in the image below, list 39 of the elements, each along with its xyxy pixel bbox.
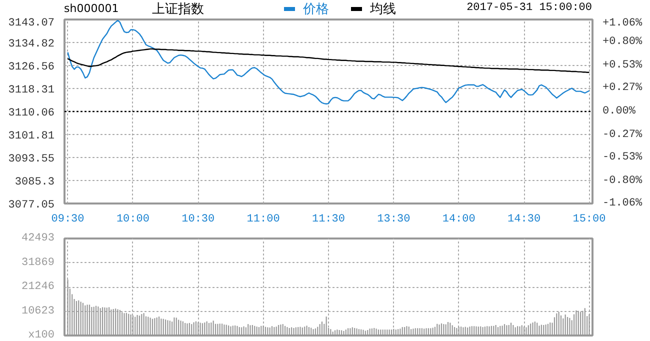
chart-title: 上证指数 xyxy=(152,1,204,18)
x-tick-label: 10:00 xyxy=(116,214,150,226)
x-tick-label: 10:30 xyxy=(182,214,215,226)
y-tick-label: 3134.82 xyxy=(8,38,55,50)
line-series xyxy=(67,48,590,73)
y2-tick-label: -1.06% xyxy=(602,198,643,210)
y-tick-label: 21246 xyxy=(21,281,55,293)
y-tick-label: 3110.06 xyxy=(8,108,55,120)
line-series xyxy=(67,20,590,104)
x-tick-label: 11:00 xyxy=(246,214,280,226)
text: sh000001 xyxy=(64,2,119,15)
y2-tick-label: +0.27% xyxy=(602,82,643,94)
x-tick-label: 14:00 xyxy=(442,214,476,226)
legend-label: 价格 xyxy=(303,2,329,17)
text: 2017-05-31 15:00:00 xyxy=(466,2,592,14)
y2-tick-label: -0.53% xyxy=(602,152,643,164)
y-tick-label: 42493 xyxy=(21,232,55,244)
y2-tick-label: +1.06% xyxy=(602,18,643,30)
y-tick-label: 3093.55 xyxy=(8,154,55,166)
y-tick-label: x100 xyxy=(28,330,54,341)
x-tick-label: 15:00 xyxy=(572,214,606,226)
y2-tick-label: -0.80% xyxy=(602,174,643,187)
x-tick-label: 14:30 xyxy=(508,214,541,226)
y-tick-label: 3077.05 xyxy=(8,200,55,212)
y-tick-label: 3118.31 xyxy=(8,84,55,97)
y-tick-label: 3101.81 xyxy=(8,130,55,142)
y2-tick-label: +0.53% xyxy=(602,60,643,72)
y2-tick-label: 0.00% xyxy=(602,106,636,118)
y2-tick-label: -0.27% xyxy=(602,128,643,141)
y-tick-label: 31869 xyxy=(21,256,55,269)
y2-tick-label: +0.80% xyxy=(602,36,643,48)
x-tick-label: 09:30 xyxy=(51,214,84,226)
y-tick-label: 3085.3 xyxy=(14,176,55,189)
legend-label: 均线 xyxy=(370,2,396,17)
y-tick-label: 3143.07 xyxy=(8,18,55,30)
y-tick-label: 10623 xyxy=(21,305,55,318)
y-tick-label: 3126.56 xyxy=(8,62,55,74)
x-tick-label: 11:30 xyxy=(312,214,346,226)
x-tick-label: 13:30 xyxy=(377,214,410,226)
